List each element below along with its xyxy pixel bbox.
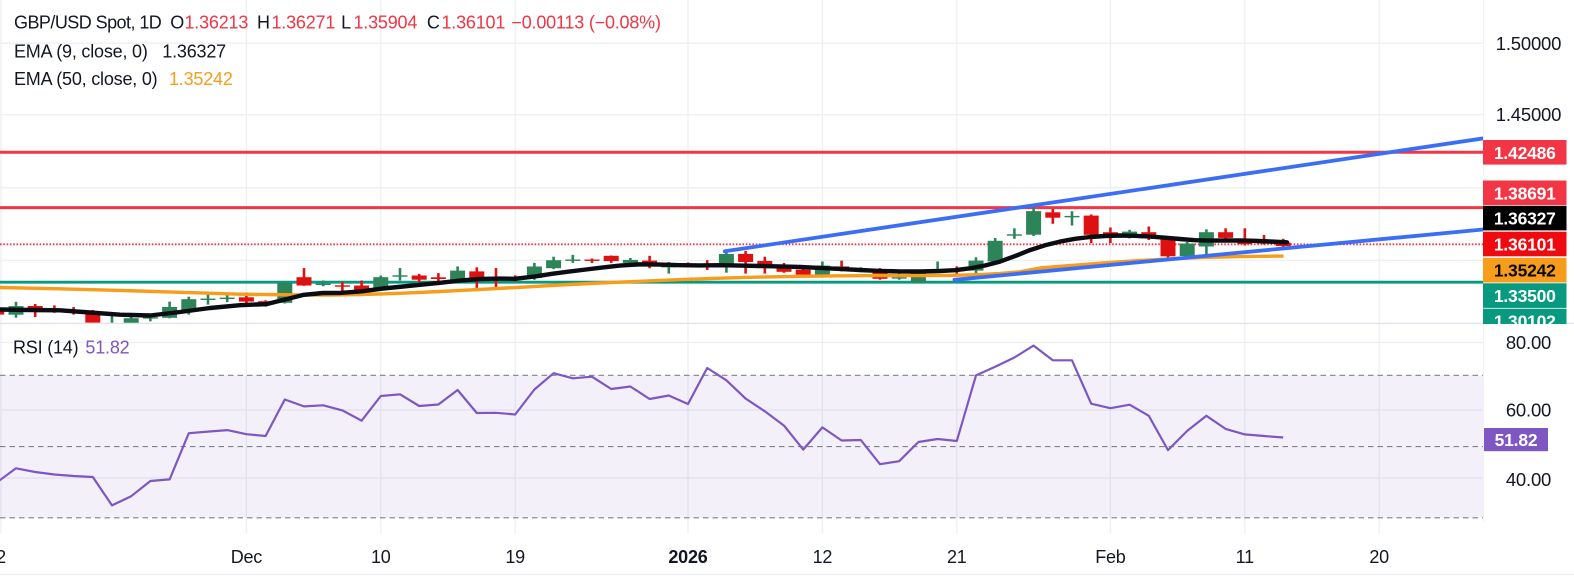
- svg-text:L: L: [341, 13, 351, 33]
- svg-text:GBP/USD Spot, 1D: GBP/USD Spot, 1D: [14, 13, 162, 33]
- svg-text:EMA (50, close, 0): EMA (50, close, 0): [14, 69, 157, 89]
- svg-text:EMA (9, close, 0): EMA (9, close, 0): [14, 42, 148, 62]
- svg-text:RSI (14): RSI (14): [13, 338, 78, 358]
- svg-text:1.35242: 1.35242: [169, 69, 233, 89]
- svg-text:21: 21: [947, 547, 967, 567]
- svg-text:1.45000: 1.45000: [1496, 104, 1561, 125]
- svg-text:19: 19: [505, 547, 525, 567]
- svg-text:51.82: 51.82: [1495, 430, 1538, 450]
- svg-text:20: 20: [1369, 547, 1389, 567]
- svg-text:1.36101: 1.36101: [442, 13, 506, 33]
- svg-text:2026: 2026: [668, 547, 707, 567]
- svg-text:60.00: 60.00: [1506, 400, 1551, 421]
- svg-text:1.38691: 1.38691: [1494, 183, 1556, 203]
- svg-text:O: O: [170, 13, 184, 33]
- svg-text:51.82: 51.82: [85, 338, 129, 358]
- svg-text:Dec: Dec: [231, 547, 263, 567]
- svg-text:1.50000: 1.50000: [1496, 33, 1561, 54]
- svg-text:1.36327: 1.36327: [1494, 209, 1556, 229]
- svg-text:−0.00113 (−0.08%): −0.00113 (−0.08%): [511, 13, 660, 33]
- svg-text:40.00: 40.00: [1506, 469, 1551, 490]
- svg-text:1.36327: 1.36327: [162, 42, 226, 62]
- svg-text:C: C: [427, 13, 440, 33]
- svg-text:11: 11: [1236, 547, 1254, 567]
- svg-text:1.42486: 1.42486: [1494, 143, 1556, 163]
- svg-text:1.33500: 1.33500: [1494, 286, 1556, 306]
- svg-text:2: 2: [0, 547, 6, 567]
- svg-text:H: H: [257, 13, 270, 33]
- svg-text:1.35242: 1.35242: [1494, 261, 1556, 281]
- svg-text:Feb: Feb: [1095, 547, 1126, 567]
- svg-text:1.36213: 1.36213: [185, 13, 249, 33]
- svg-text:12: 12: [813, 547, 833, 567]
- svg-text:1.30102: 1.30102: [1494, 312, 1556, 332]
- svg-text:80.00: 80.00: [1506, 332, 1551, 353]
- svg-text:1.36101: 1.36101: [1494, 235, 1556, 255]
- svg-text:1.36271: 1.36271: [272, 13, 336, 33]
- svg-text:10: 10: [371, 547, 391, 567]
- svg-text:1.35904: 1.35904: [354, 13, 418, 33]
